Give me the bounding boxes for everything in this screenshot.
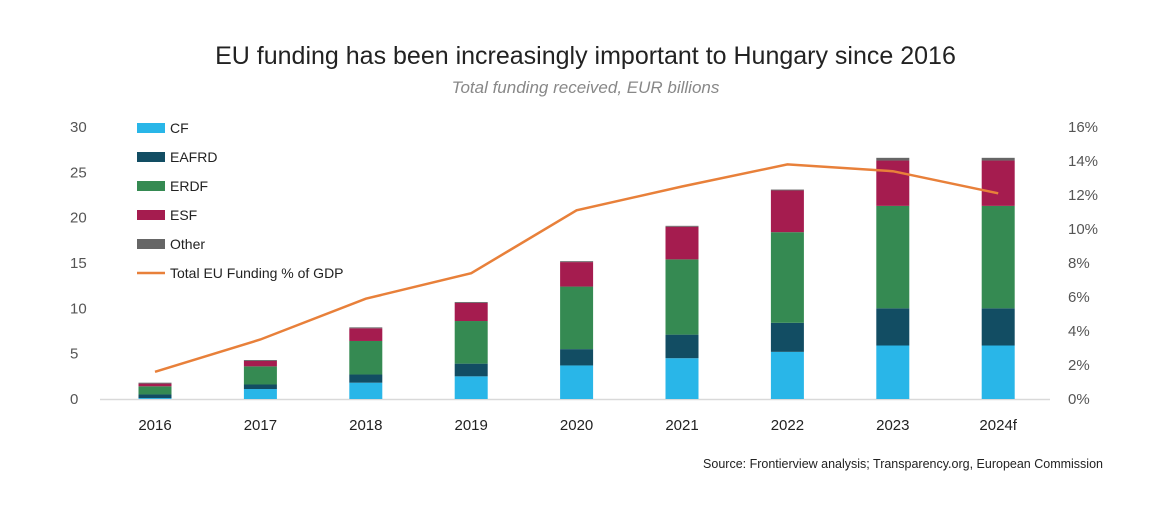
x-tick-label: 2017: [244, 417, 277, 434]
bar-eafrd-2020: [560, 349, 594, 366]
bar-other-2023: [876, 157, 910, 161]
y2-tick-label: 16%: [1068, 119, 1098, 136]
source-note: Source: Frontierview analysis; Transpare…: [703, 457, 1103, 471]
bar-eafrd-2021: [665, 334, 699, 359]
x-tick-label: 2021: [665, 417, 698, 434]
bar-erdf-2023: [876, 205, 910, 309]
bar-other-2016: [138, 382, 172, 384]
bar-eafrd-2022: [770, 322, 804, 352]
y2-tick-label: 0%: [1068, 391, 1090, 408]
bar-esf-2024f: [981, 160, 1015, 206]
y-tick-label: 0: [70, 391, 78, 408]
bar-cf-2018: [349, 382, 383, 399]
y2-tick-label: 10%: [1068, 221, 1098, 238]
chart-title: EU funding has been increasingly importa…: [215, 42, 956, 70]
y-tick-label: 15: [70, 255, 87, 272]
x-tick-label: 2024f: [979, 417, 1017, 434]
bar-erdf-2016: [138, 386, 172, 395]
bar-cf-2023: [876, 345, 910, 399]
legend-label-other: Other: [170, 236, 205, 252]
legend-label-line: Total EU Funding % of GDP: [170, 265, 344, 281]
bar-erdf-2018: [349, 340, 383, 375]
y2-tick-label: 12%: [1068, 187, 1098, 204]
bar-cf-2019: [454, 376, 488, 399]
x-tick-label: 2022: [771, 417, 804, 434]
bar-esf-2017: [243, 360, 277, 367]
y2-tick-label: 8%: [1068, 255, 1090, 272]
bar-other-2019: [454, 301, 488, 303]
y2-tick-label: 4%: [1068, 323, 1090, 340]
legend-label-eafrd: EAFRD: [170, 149, 217, 165]
legend-label-erdf: ERDF: [170, 178, 208, 194]
bar-cf-2020: [560, 365, 594, 399]
bar-other-2017: [243, 360, 277, 361]
bar-esf-2018: [349, 328, 383, 341]
bar-esf-2021: [665, 226, 699, 260]
legend-swatch-erdf: [137, 181, 165, 191]
bar-esf-2023: [876, 160, 910, 206]
bar-cf-2017: [243, 389, 277, 399]
bar-other-2020: [560, 261, 594, 263]
bar-esf-2020: [560, 262, 594, 287]
bar-eafrd-2018: [349, 374, 383, 383]
y-tick-label: 25: [70, 164, 87, 181]
legend-swatch-cf: [137, 123, 165, 133]
bar-eafrd-2016: [138, 394, 172, 399]
bar-eafrd-2023: [876, 308, 910, 346]
bar-erdf-2019: [454, 321, 488, 364]
legend-swatch-esf: [137, 210, 165, 220]
bar-other-2021: [665, 225, 699, 227]
x-tick-label: 2023: [876, 417, 909, 434]
bar-erdf-2020: [560, 286, 594, 350]
bar-other-2018: [349, 327, 383, 329]
x-tick-label: 2016: [138, 417, 171, 434]
legend-label-esf: ESF: [170, 207, 197, 223]
bar-eafrd-2024f: [981, 308, 1015, 346]
bar-erdf-2021: [665, 259, 699, 335]
bar-cf-2022: [770, 351, 804, 399]
bar-esf-2016: [138, 383, 172, 387]
bar-erdf-2022: [770, 232, 804, 323]
y2-tick-label: 2%: [1068, 357, 1090, 374]
x-tick-label: 2018: [349, 417, 382, 434]
bar-eafrd-2017: [243, 384, 277, 390]
bar-cf-2016: [138, 398, 172, 399]
x-tick-label: 2019: [455, 417, 488, 434]
bar-esf-2022: [770, 190, 804, 233]
x-tick-label: 2020: [560, 417, 593, 434]
y-tick-label: 10: [70, 300, 87, 317]
bar-eafrd-2019: [454, 363, 488, 377]
bar-other-2022: [770, 189, 804, 191]
y-tick-label: 30: [70, 119, 87, 136]
bar-cf-2024f: [981, 345, 1015, 399]
chart-subtitle: Total funding received, EUR billions: [451, 78, 720, 97]
bar-erdf-2017: [243, 366, 277, 385]
y-tick-label: 5: [70, 346, 78, 363]
y2-tick-label: 14%: [1068, 153, 1098, 170]
legend-label-cf: CF: [170, 120, 189, 136]
y-tick-label: 20: [70, 210, 87, 227]
bar-esf-2019: [454, 302, 488, 322]
bar-other-2024f: [981, 157, 1015, 161]
legend-swatch-eafrd: [137, 152, 165, 162]
y2-tick-label: 6%: [1068, 289, 1090, 306]
bar-cf-2021: [665, 358, 699, 399]
legend-swatch-other: [137, 239, 165, 249]
bar-erdf-2024f: [981, 205, 1015, 309]
